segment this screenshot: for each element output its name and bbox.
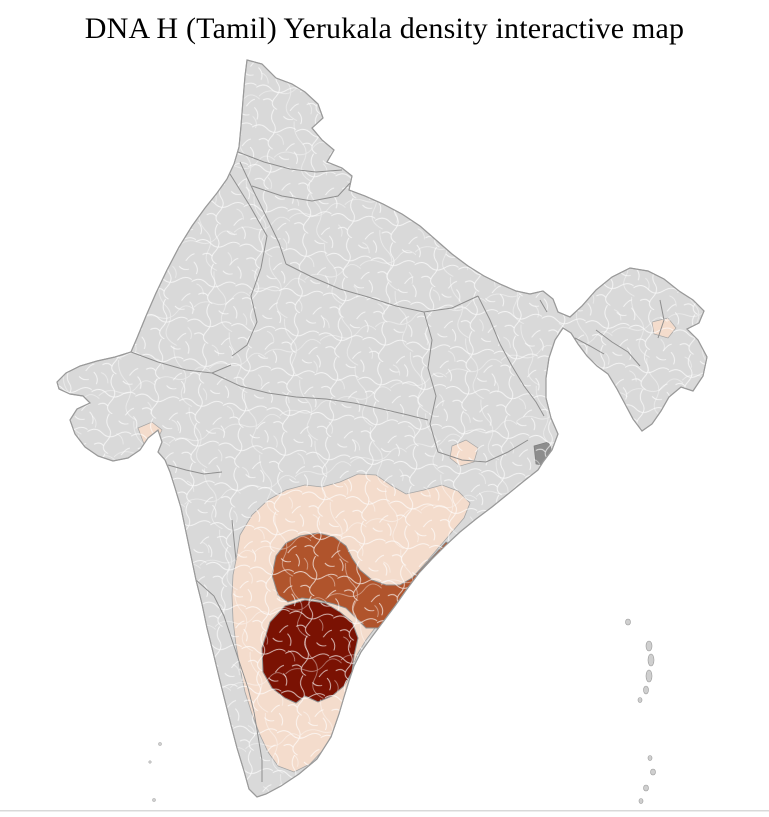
district-borders-texture bbox=[57, 60, 707, 797]
andaman-nicobar-islands[interactable] bbox=[625, 618, 656, 804]
plot-baseline bbox=[0, 810, 769, 812]
page-title: DNA H (Tamil) Yerukala density interacti… bbox=[84, 12, 685, 45]
lakshadweep-islands[interactable] bbox=[148, 742, 162, 802]
state-borders bbox=[130, 151, 665, 782]
